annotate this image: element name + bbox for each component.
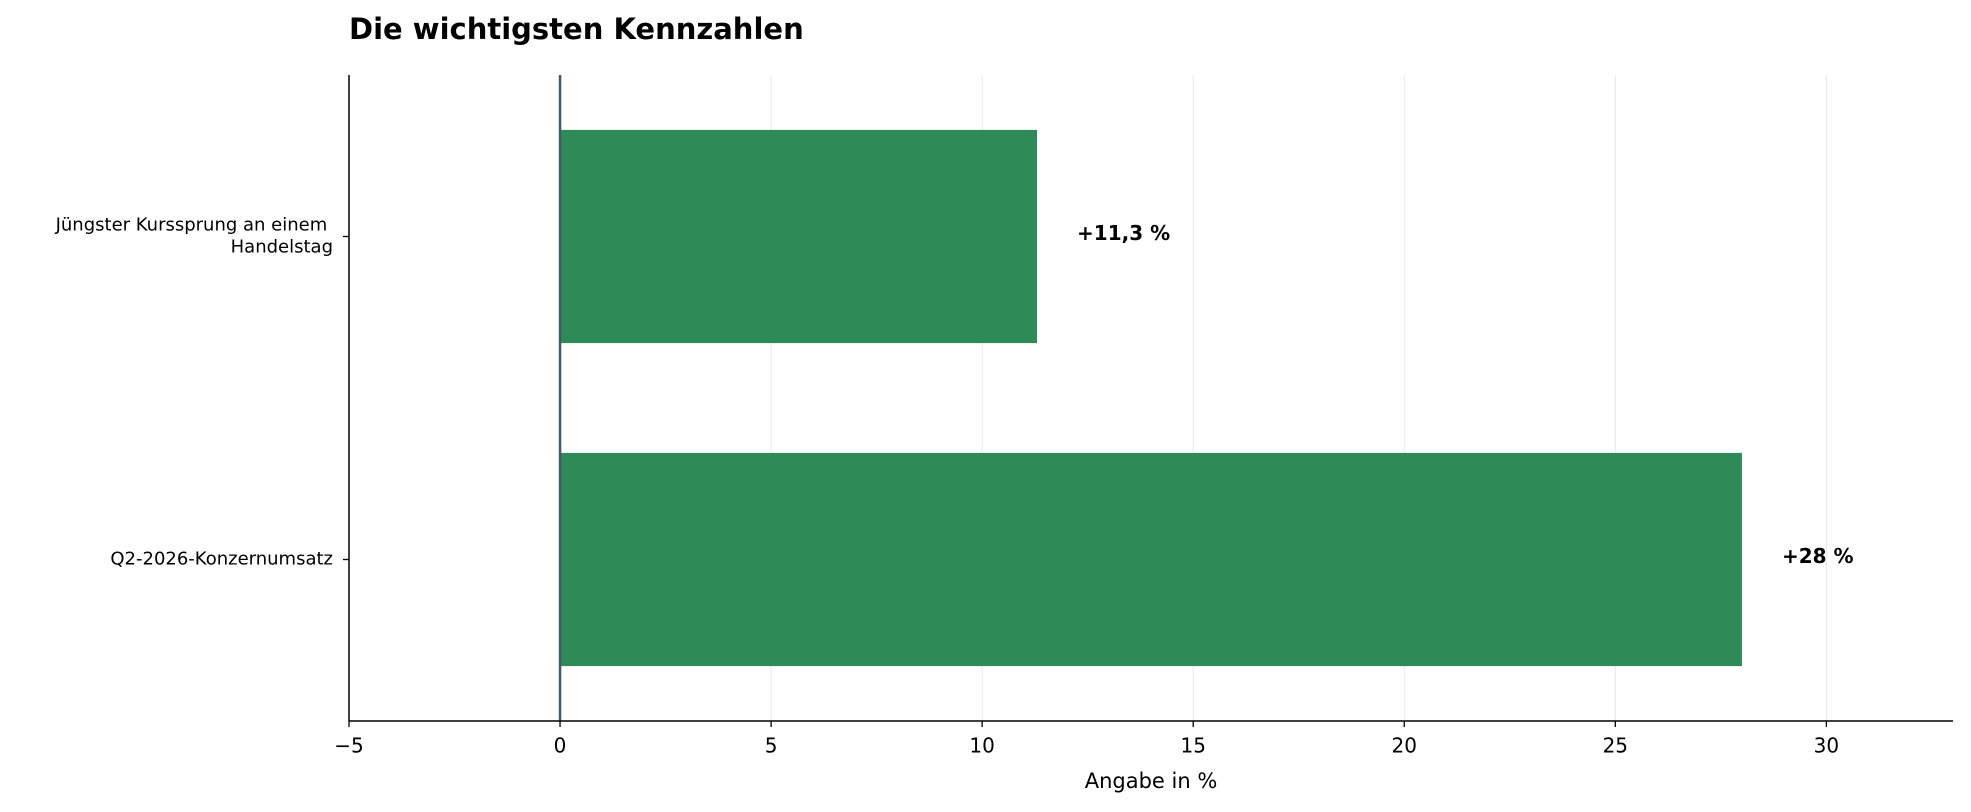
value-label: +11,3 % bbox=[1077, 221, 1170, 245]
x-tick-label: 20 bbox=[1392, 734, 1417, 758]
x-tick-label: 30 bbox=[1814, 734, 1839, 758]
y-tick-label: Jüngster Kurssprung an einem Handelstag bbox=[55, 215, 333, 258]
x-tick-label: 10 bbox=[969, 734, 994, 758]
value-label: +28 % bbox=[1782, 544, 1854, 568]
chart-title: Die wichtigsten Kennzahlen bbox=[349, 12, 804, 46]
bar bbox=[560, 452, 1742, 667]
x-tick-label: 0 bbox=[554, 734, 567, 758]
x-tick-label: 25 bbox=[1603, 734, 1628, 758]
x-tick-label: −5 bbox=[334, 734, 363, 758]
bar bbox=[560, 129, 1038, 344]
x-axis-label: Angabe in % bbox=[1085, 769, 1218, 793]
x-tick-label: 15 bbox=[1180, 734, 1205, 758]
y-tick-label: Q2-2026-Konzernumsatz bbox=[110, 549, 333, 570]
x-tick-label: 5 bbox=[765, 734, 778, 758]
